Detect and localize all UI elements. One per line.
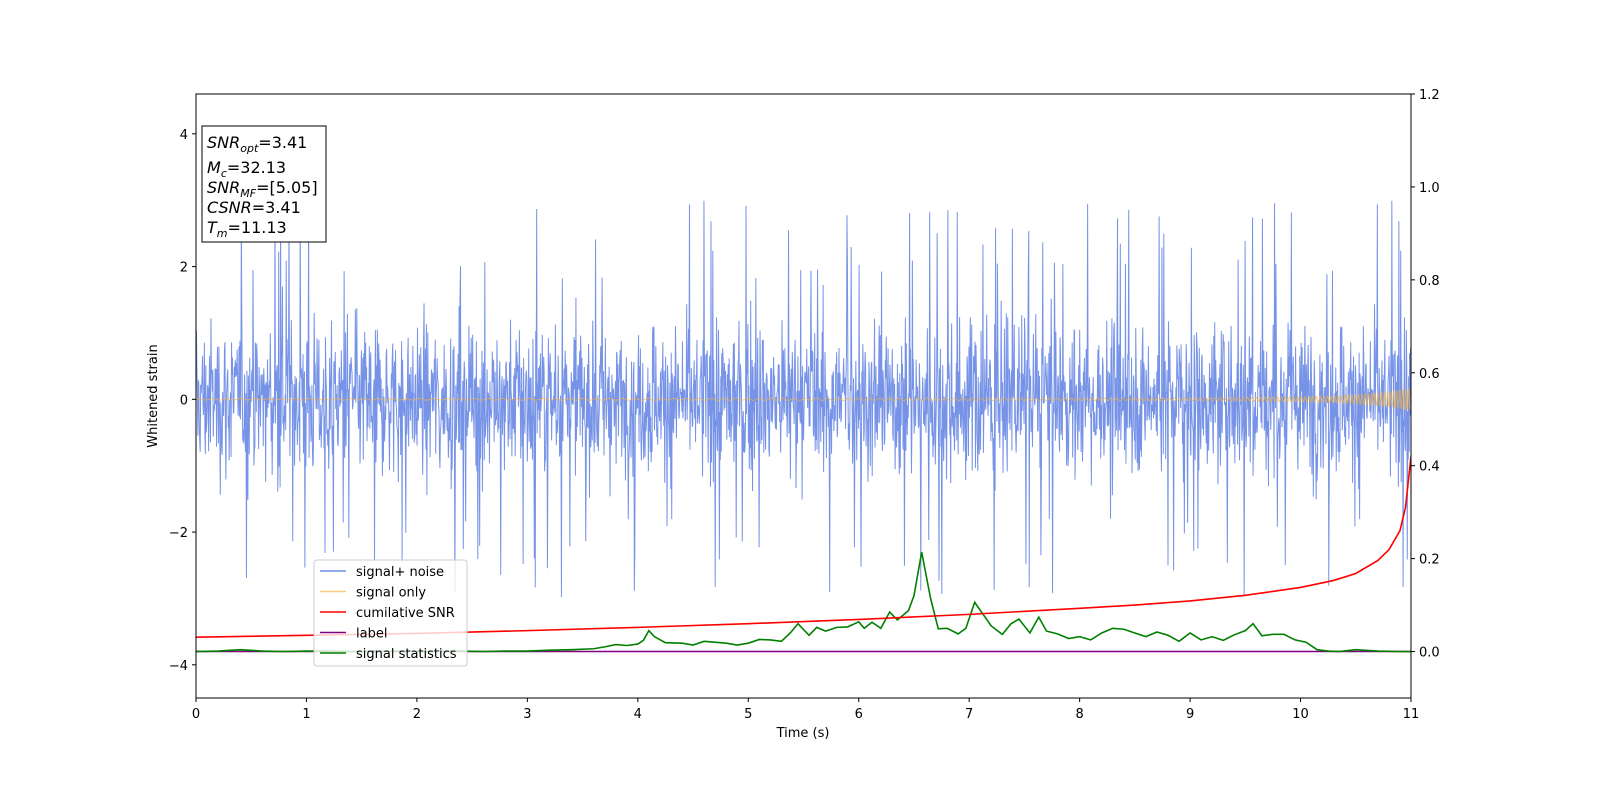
legend-label: signal+ noise — [356, 565, 444, 580]
y-tick-label: 4 — [180, 128, 188, 143]
annotation-box: SNRopt=3.41 Mc=32.13 SNRMF=[5.05] CSNR=3… — [201, 125, 327, 243]
x-tick-label: 2 — [413, 707, 421, 722]
series-signal-plus-noise-line — [196, 200, 1411, 598]
y-tick-label: 0 — [180, 393, 188, 408]
legend-label: signal only — [356, 586, 426, 601]
y-axis-label: Whitened strain — [146, 344, 161, 447]
y2-tick-label: 0.6 — [1419, 367, 1440, 382]
y2-tick-label: 0.2 — [1419, 553, 1440, 568]
x-tick-label: 10 — [1292, 707, 1309, 722]
x-tick-label: 9 — [1186, 707, 1194, 722]
annotation-snr-mf: SNRMF=[5.05] — [207, 178, 318, 200]
annotation-csnr: CSNR=3.41 — [207, 198, 301, 217]
y-tick-label: 2 — [180, 261, 188, 276]
x-tick-label: 0 — [192, 707, 200, 722]
annotation-tm: Tm=11.13 — [207, 218, 287, 240]
y2-tick-label: 0.8 — [1419, 274, 1440, 289]
legend: signal+ noise signal only cumilative SNR la… — [313, 559, 468, 667]
legend-label: signal statistics — [356, 647, 457, 662]
series-cumulative-snr-line — [196, 456, 1411, 638]
y-tick-label: −4 — [169, 659, 188, 674]
x-tick-label: 6 — [855, 707, 863, 722]
y2-tick-label: 1.0 — [1419, 181, 1440, 196]
x-axis-label: Time (s) — [776, 726, 830, 741]
x-tick-label: 1 — [302, 707, 310, 722]
x-tick-label: 7 — [965, 707, 973, 722]
legend-label: label — [356, 627, 387, 642]
plot-frame — [195, 93, 1412, 699]
y2-tick-label: 0.4 — [1419, 460, 1440, 475]
y2-tick-label: 0.0 — [1419, 646, 1440, 661]
x-tick-label: 8 — [1075, 707, 1083, 722]
x-tick-label: 11 — [1403, 707, 1420, 722]
y-tick-label: −2 — [169, 526, 188, 541]
series-signal-only-line — [196, 387, 1411, 411]
x-tick-label: 3 — [523, 707, 531, 722]
annotation-chirp-mass: Mc=32.13 — [207, 158, 286, 180]
annotation-snr-opt: SNRopt=3.41 — [207, 133, 307, 155]
x-tick-label: 5 — [744, 707, 752, 722]
legend-label: cumilative SNR — [356, 606, 455, 621]
series-signal-statistics-line — [196, 551, 1411, 653]
x-tick-label: 4 — [634, 707, 642, 722]
y2-tick-label: 1.2 — [1419, 88, 1440, 103]
